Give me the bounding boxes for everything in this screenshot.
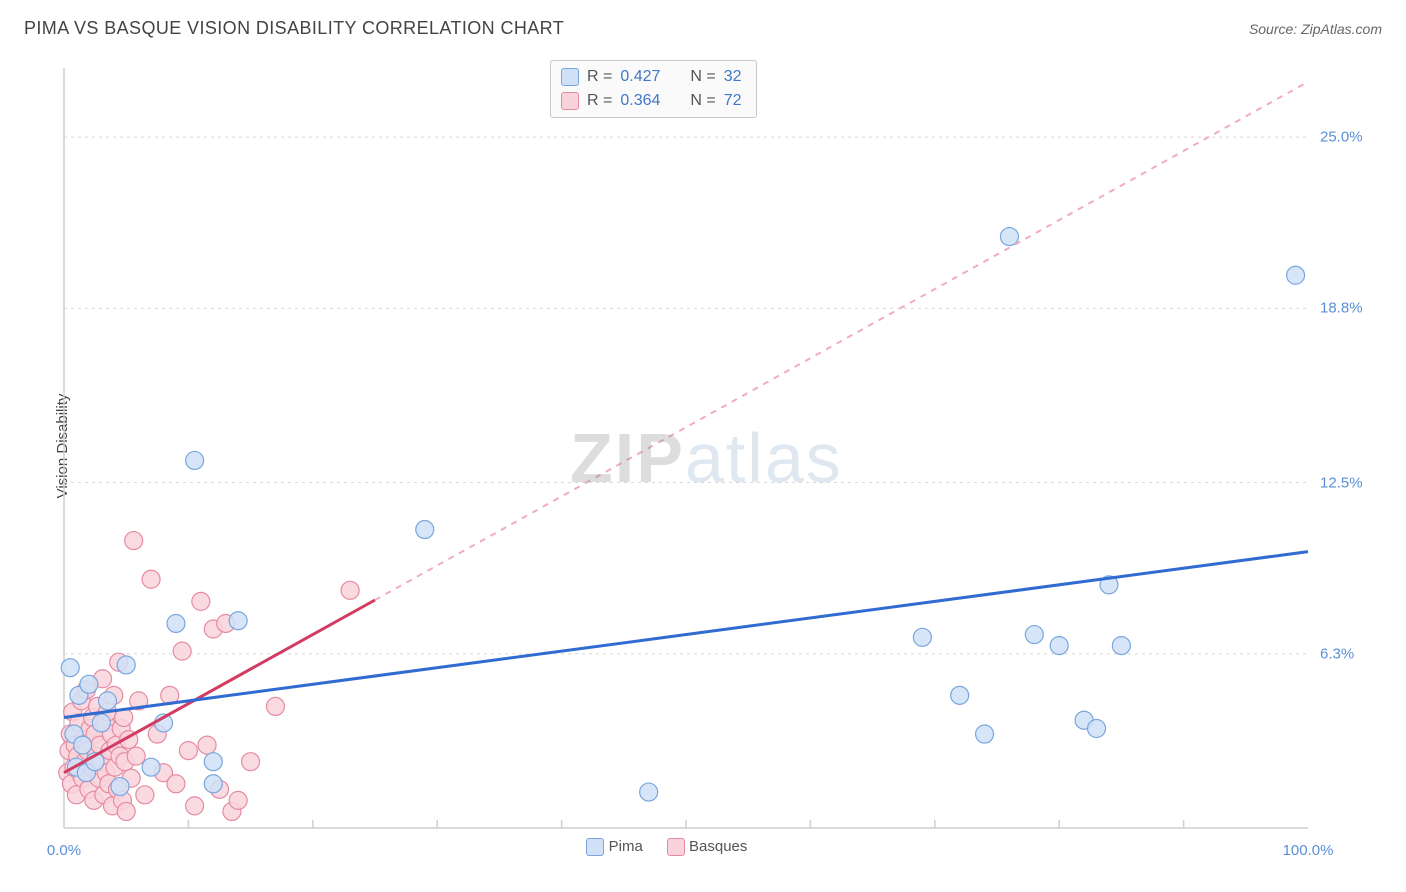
legend-swatch bbox=[667, 838, 685, 856]
legend-stat-row: R = 0.427 N = 32 bbox=[561, 65, 742, 89]
pima-point bbox=[204, 775, 222, 793]
y-tick-label: 25.0% bbox=[1320, 129, 1363, 146]
basques-point bbox=[341, 581, 359, 599]
n-label: N = bbox=[690, 65, 715, 89]
pima-point bbox=[951, 686, 969, 704]
basques-point bbox=[127, 747, 145, 765]
pima-point bbox=[1112, 637, 1130, 655]
pima-point bbox=[80, 675, 98, 693]
pima-point bbox=[74, 736, 92, 754]
pima-point bbox=[640, 783, 658, 801]
basques-point bbox=[136, 786, 154, 804]
pima-point bbox=[117, 656, 135, 674]
series-legend: Pima Basques bbox=[586, 838, 747, 856]
basques-point bbox=[186, 797, 204, 815]
source-label: Source: ZipAtlas.com bbox=[1249, 21, 1382, 37]
basques-point bbox=[242, 753, 260, 771]
basques-trend-extrapolation bbox=[375, 82, 1308, 600]
pima-point bbox=[1000, 228, 1018, 246]
n-value: 72 bbox=[724, 89, 742, 113]
pima-trend-line bbox=[64, 552, 1308, 718]
pima-point bbox=[167, 614, 185, 632]
pima-point bbox=[61, 659, 79, 677]
series-legend-item: Basques bbox=[667, 838, 748, 856]
r-label: R = bbox=[587, 65, 612, 89]
basques-point bbox=[229, 791, 247, 809]
pima-point bbox=[1025, 626, 1043, 644]
n-value: 32 bbox=[724, 65, 742, 89]
scatter-plot: ZIPatlas R =0.427N =32R =0.364N =72 Pima… bbox=[50, 58, 1370, 838]
basques-point bbox=[198, 736, 216, 754]
basques-point bbox=[167, 775, 185, 793]
r-value: 0.364 bbox=[620, 89, 660, 113]
series-legend-label: Pima bbox=[609, 838, 643, 855]
pima-point bbox=[204, 753, 222, 771]
n-label: N = bbox=[690, 89, 715, 113]
y-tick-label: 12.5% bbox=[1320, 474, 1363, 491]
x-axis-max-label: 100.0% bbox=[1283, 842, 1334, 859]
pima-point bbox=[92, 714, 110, 732]
y-tick-label: 18.8% bbox=[1320, 300, 1363, 317]
pima-point bbox=[111, 778, 129, 796]
pima-point bbox=[186, 451, 204, 469]
pima-point bbox=[1088, 720, 1106, 738]
pima-point bbox=[416, 521, 434, 539]
correlation-legend: R = 0.427 N = 32 R = 0.364 N = 72 bbox=[550, 60, 757, 118]
basques-point bbox=[173, 642, 191, 660]
basques-point bbox=[266, 697, 284, 715]
series-legend-item: Pima bbox=[586, 838, 642, 856]
basques-point bbox=[179, 742, 197, 760]
pima-point bbox=[229, 612, 247, 630]
legend-swatch bbox=[561, 92, 579, 110]
pima-point bbox=[1287, 266, 1305, 284]
r-value: 0.427 bbox=[620, 65, 660, 89]
pima-point bbox=[1050, 637, 1068, 655]
legend-swatch bbox=[586, 838, 604, 856]
pima-point bbox=[913, 628, 931, 646]
pima-point bbox=[142, 758, 160, 776]
plot-svg bbox=[50, 58, 1370, 838]
series-legend-label: Basques bbox=[689, 838, 747, 855]
r-label: R = bbox=[587, 89, 612, 113]
pima-point bbox=[976, 725, 994, 743]
basques-point bbox=[117, 802, 135, 820]
basques-point bbox=[125, 532, 143, 550]
x-axis-min-label: 0.0% bbox=[47, 842, 81, 859]
basques-point bbox=[192, 592, 210, 610]
chart-title: PIMA VS BASQUE VISION DISABILITY CORRELA… bbox=[24, 18, 564, 39]
pima-point bbox=[99, 692, 117, 710]
basques-point bbox=[142, 570, 160, 588]
y-tick-label: 6.3% bbox=[1320, 645, 1354, 662]
legend-swatch bbox=[561, 68, 579, 86]
legend-stat-row: R = 0.364 N = 72 bbox=[561, 89, 742, 113]
